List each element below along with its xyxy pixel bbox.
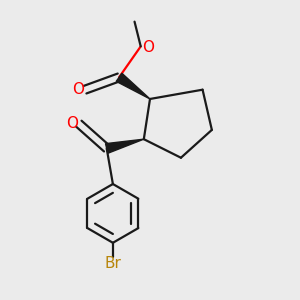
Text: O: O bbox=[142, 40, 154, 56]
Text: O: O bbox=[72, 82, 84, 97]
Polygon shape bbox=[106, 139, 144, 153]
Polygon shape bbox=[116, 73, 150, 99]
Text: Br: Br bbox=[104, 256, 121, 271]
Text: O: O bbox=[66, 116, 78, 131]
